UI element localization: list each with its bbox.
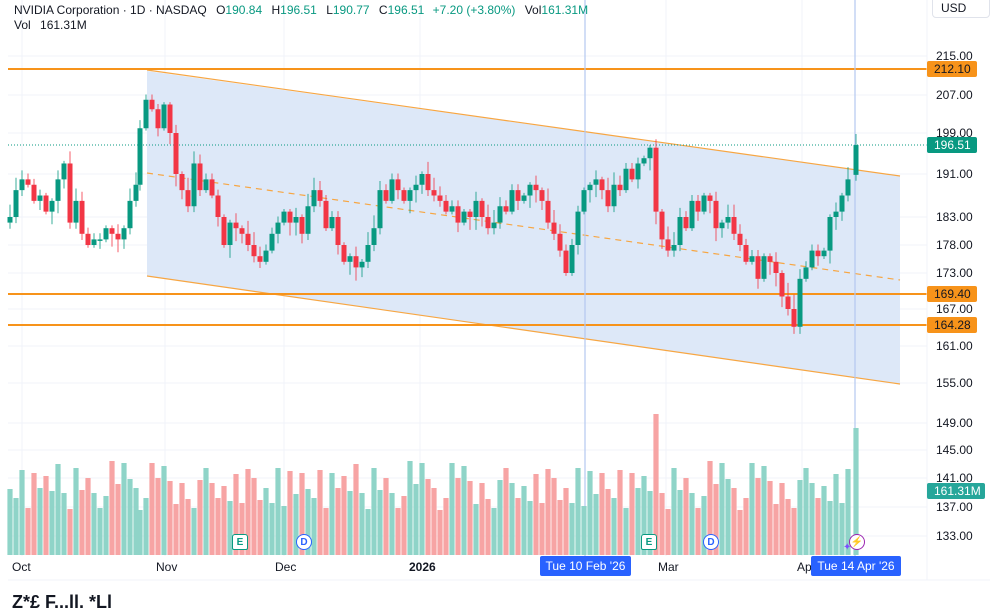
volume-tick: 141.00 xyxy=(936,471,973,485)
descending-channel[interactable] xyxy=(147,71,900,384)
volume-bars xyxy=(7,414,859,555)
candlesticks xyxy=(7,94,859,334)
last-price-tag: 196.51 xyxy=(927,137,977,153)
time-tick-dec: Dec xyxy=(275,560,297,574)
price-tick: 215.00 xyxy=(936,49,973,63)
price-tick: 173.00 xyxy=(936,266,973,280)
change-value: +7.20 (+3.80%) xyxy=(432,3,516,17)
open-value: 190.84 xyxy=(225,3,263,17)
crosshair-date-tag-1: Tue 10 Feb '26 xyxy=(540,556,631,576)
price-tick: 191.00 xyxy=(936,167,973,181)
volume-tick: 133.00 xyxy=(936,529,973,543)
price-chart[interactable] xyxy=(0,0,1000,600)
channel-mid-line[interactable] xyxy=(146,172,901,281)
price-tick: 161.00 xyxy=(936,339,973,353)
price-tick: 207.00 xyxy=(936,88,973,102)
sparkle-icon: ✦ xyxy=(843,542,852,553)
low-value: 190.77 xyxy=(332,3,370,17)
volume-legend-value: 161.31M xyxy=(40,18,87,32)
volume-tick: 137.00 xyxy=(936,500,973,514)
upcoming-earnings-icon[interactable]: ⚡ xyxy=(849,534,865,550)
volume-legend: Vol 161.31M xyxy=(14,18,87,32)
price-tick: 155.00 xyxy=(936,376,973,390)
earnings-icon[interactable]: E xyxy=(232,534,248,550)
currency-button[interactable]: USD xyxy=(932,0,990,18)
earnings-icon[interactable]: E xyxy=(641,534,657,550)
time-tick-nov: Nov xyxy=(156,560,178,574)
level-164-tag[interactable]: 164.28 xyxy=(927,317,977,333)
channel-upper-line[interactable] xyxy=(146,69,901,177)
price-tick: 183.00 xyxy=(936,210,973,224)
time-tick-mar: Mar xyxy=(658,560,679,574)
time-tick-2026: 2026 xyxy=(409,560,436,574)
crosshair-date-tag-2: Tue 14 Apr '26 xyxy=(811,556,901,576)
price-tick: 178.00 xyxy=(936,238,973,252)
section-title-cut-off: Z*£ F...ll. *Ll xyxy=(12,592,113,612)
volume-tick: 145.00 xyxy=(936,443,973,457)
symbol-title: NVIDIA Corporation · 1D · NASDAQ xyxy=(14,3,207,17)
level-169-tag[interactable]: 169.40 xyxy=(927,286,977,302)
price-tick: 167.00 xyxy=(936,302,973,316)
dividend-icon[interactable]: D xyxy=(296,534,312,550)
volume-value: 161.31M xyxy=(541,3,589,17)
time-tick-oct: Oct xyxy=(12,560,31,574)
high-value: 196.51 xyxy=(280,3,317,17)
time-tick-apr: Ap xyxy=(797,560,812,574)
dividend-icon[interactable]: D xyxy=(703,534,719,550)
last-volume-tag: 161.31M xyxy=(927,483,985,499)
price-tick: 199.00 xyxy=(936,126,973,140)
level-212-tag[interactable]: 212.10 xyxy=(927,61,977,77)
volume-tick: 149.00 xyxy=(936,416,973,430)
close-value: 196.51 xyxy=(387,3,425,17)
symbol-legend: NVIDIA Corporation · 1D · NASDAQ O190.84… xyxy=(14,3,589,17)
